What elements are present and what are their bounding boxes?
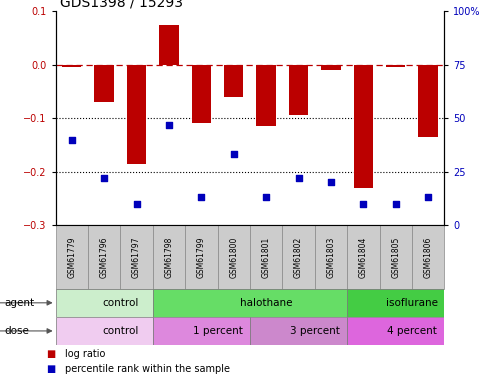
Point xyxy=(198,194,205,200)
Text: GSM61801: GSM61801 xyxy=(262,236,270,278)
Text: GDS1398 / 15293: GDS1398 / 15293 xyxy=(60,0,184,9)
Point xyxy=(262,194,270,200)
Bar xyxy=(354,64,373,188)
Bar xyxy=(256,64,276,126)
Text: GSM61803: GSM61803 xyxy=(327,236,336,278)
Bar xyxy=(289,64,308,116)
Bar xyxy=(250,225,283,289)
Bar xyxy=(217,225,250,289)
Text: isoflurane: isoflurane xyxy=(386,298,438,308)
Text: control: control xyxy=(102,298,139,308)
Bar xyxy=(120,225,153,289)
Text: GSM61800: GSM61800 xyxy=(229,236,238,278)
Bar xyxy=(418,64,438,137)
Bar xyxy=(224,64,243,97)
Text: 3 percent: 3 percent xyxy=(290,326,340,336)
Bar xyxy=(380,225,412,289)
Bar xyxy=(321,64,341,70)
Bar xyxy=(62,64,82,68)
Bar xyxy=(95,64,114,102)
Bar xyxy=(412,225,444,289)
Text: ■: ■ xyxy=(46,350,55,359)
Bar xyxy=(56,289,153,317)
Bar xyxy=(192,64,211,123)
Point xyxy=(295,175,302,181)
Text: GSM61797: GSM61797 xyxy=(132,236,141,278)
Text: halothane: halothane xyxy=(240,298,292,308)
Point xyxy=(68,136,76,142)
Text: GSM61804: GSM61804 xyxy=(359,236,368,278)
Text: dose: dose xyxy=(5,326,30,336)
Text: percentile rank within the sample: percentile rank within the sample xyxy=(65,364,230,374)
Text: GSM61802: GSM61802 xyxy=(294,236,303,278)
Text: agent: agent xyxy=(5,298,35,308)
Text: 1 percent: 1 percent xyxy=(193,326,242,336)
Bar xyxy=(347,289,444,317)
Point xyxy=(327,179,335,185)
Point xyxy=(133,201,141,207)
Point xyxy=(165,122,173,128)
Bar xyxy=(153,289,347,317)
Text: GSM61796: GSM61796 xyxy=(99,236,109,278)
Text: GSM61806: GSM61806 xyxy=(424,236,433,278)
Bar xyxy=(127,64,146,164)
Bar xyxy=(153,225,185,289)
Text: GSM61805: GSM61805 xyxy=(391,236,400,278)
Bar xyxy=(283,225,315,289)
Point xyxy=(100,175,108,181)
Text: GSM61798: GSM61798 xyxy=(164,236,173,278)
Bar xyxy=(347,317,444,345)
Bar xyxy=(56,225,88,289)
Bar xyxy=(386,64,405,68)
Text: GSM61799: GSM61799 xyxy=(197,236,206,278)
Text: 4 percent: 4 percent xyxy=(387,326,437,336)
Point xyxy=(424,194,432,200)
Bar xyxy=(159,25,179,64)
Text: GSM61779: GSM61779 xyxy=(67,236,76,278)
Point xyxy=(230,152,238,157)
Bar xyxy=(185,225,217,289)
Point xyxy=(392,201,399,207)
Text: ■: ■ xyxy=(46,364,55,374)
Bar xyxy=(56,317,153,345)
Text: control: control xyxy=(102,326,139,336)
Bar xyxy=(88,225,120,289)
Bar xyxy=(153,317,250,345)
Text: log ratio: log ratio xyxy=(65,350,106,359)
Point xyxy=(359,201,367,207)
Bar xyxy=(250,317,347,345)
Bar xyxy=(347,225,380,289)
Bar xyxy=(315,225,347,289)
